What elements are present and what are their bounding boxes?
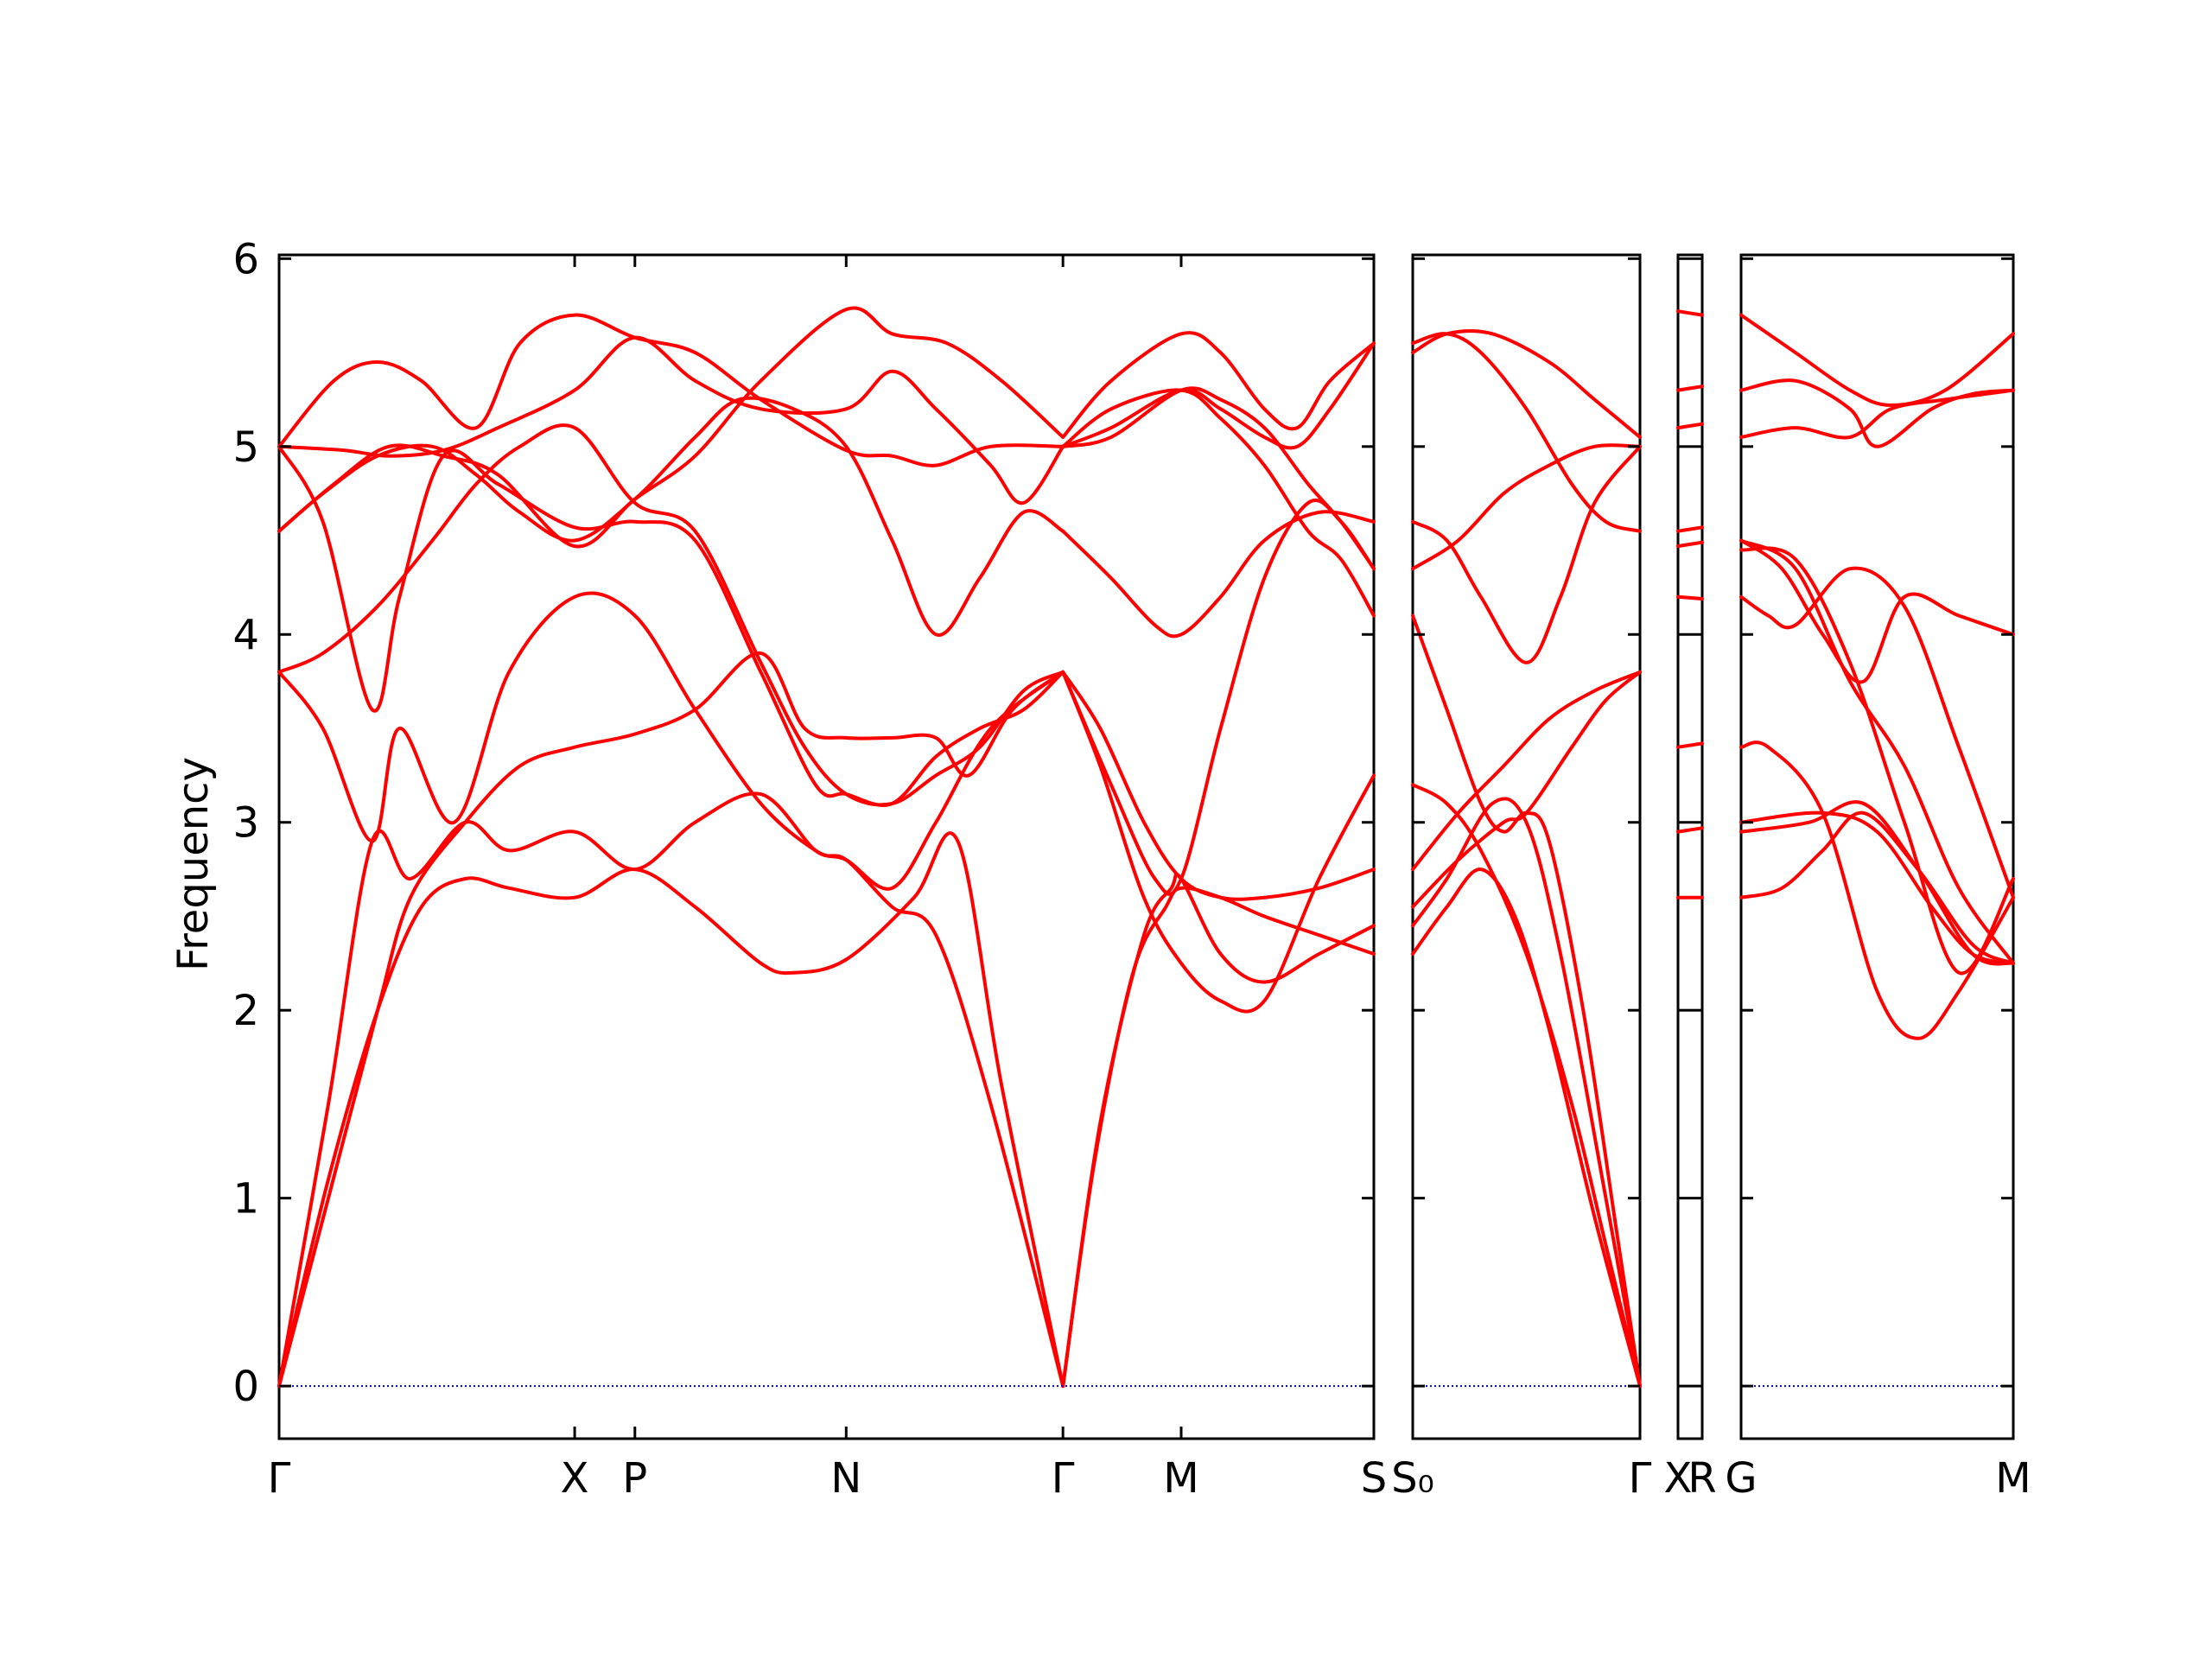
band-line (277, 396, 1065, 637)
band-line (1676, 422, 1704, 430)
band-line (277, 444, 1065, 807)
band-line (1061, 510, 1376, 639)
band-line (1739, 538, 2015, 965)
y-tick-label: 4 (232, 611, 259, 659)
band-line (1676, 741, 1704, 749)
x-tick-label: S (1361, 1454, 1387, 1503)
band-line (1061, 331, 1376, 439)
band-line (1739, 388, 2015, 440)
band-line (277, 651, 1065, 1389)
band-line (1739, 566, 2015, 899)
band-lines (277, 306, 2015, 1389)
band-line (1676, 525, 1704, 533)
panel-frames (277, 253, 2015, 1440)
band-line (1739, 378, 2015, 448)
band-line (277, 335, 1065, 505)
axis-ticks (277, 255, 2015, 1439)
band-line (1411, 332, 1642, 533)
band-line (1676, 826, 1704, 834)
y-tick-label: 2 (232, 987, 259, 1035)
band-line (1676, 309, 1704, 317)
band-line (1411, 613, 1642, 1389)
x-tick-label: X (561, 1454, 589, 1503)
x-tick-label: S₀ (1391, 1454, 1434, 1503)
band-line (1411, 443, 1642, 571)
band-line (1061, 886, 1376, 1389)
x-tick-label: M (1995, 1454, 2031, 1503)
panel-frame (1739, 253, 2015, 1440)
band-line (277, 831, 1065, 1389)
y-tick-label: 5 (232, 423, 259, 472)
band-line (1676, 594, 1704, 601)
x-tick-label: X (1664, 1454, 1693, 1503)
x-tick-label: R (1688, 1454, 1716, 1503)
band-line (277, 313, 1065, 467)
band-line (1676, 540, 1704, 549)
band-line (1061, 388, 1376, 618)
band-line (1411, 868, 1642, 1389)
y-axis-label: Frequency (169, 757, 218, 971)
band-line (277, 791, 1065, 1389)
x-tick-label: Γ (268, 1454, 291, 1503)
band-line (1739, 741, 2015, 1040)
y-tick-label: 0 (232, 1363, 259, 1411)
panel-frame (1411, 253, 1642, 1440)
x-tick-label: Γ (1629, 1454, 1652, 1503)
x-tick-label: M (1163, 1454, 1198, 1503)
band-line (1411, 670, 1642, 909)
band-line (1061, 341, 1376, 450)
band-line (1061, 499, 1376, 896)
band-line (277, 306, 1065, 549)
band-line (1739, 810, 2015, 965)
x-tick-label: G (1725, 1454, 1757, 1503)
band-line (1411, 670, 1642, 872)
band-line (1739, 546, 2015, 976)
y-tick-label: 6 (232, 235, 259, 283)
band-line (1061, 872, 1376, 1389)
band-line (277, 423, 1065, 807)
x-tick-label: Γ (1052, 1454, 1075, 1503)
band-line (1061, 670, 1376, 1014)
band-line (1739, 800, 2015, 966)
band-line (277, 591, 1065, 891)
band-line (1676, 385, 1704, 392)
y-tick-label: 3 (232, 799, 259, 848)
panel-frame (1676, 253, 1704, 1440)
band-line (1411, 797, 1642, 1389)
band-line (1739, 810, 2015, 965)
x-tick-label: P (622, 1454, 647, 1503)
panel-frame (277, 253, 1376, 1440)
band-line (1411, 328, 1642, 439)
band-line (1739, 313, 2015, 407)
band-line (1411, 783, 1642, 1389)
x-tick-label: N (830, 1454, 861, 1503)
y-tick-label: 1 (232, 1175, 259, 1224)
band-line (1411, 444, 1642, 664)
band-line (1739, 538, 2015, 684)
